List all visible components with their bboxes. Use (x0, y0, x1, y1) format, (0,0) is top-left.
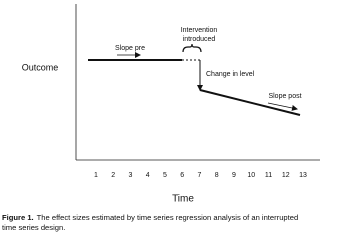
x-axis-label: Time (172, 194, 194, 205)
intervention-label: introduced (183, 36, 216, 43)
caption-text: time series design. (2, 223, 65, 232)
x-tick-label: 5 (163, 172, 167, 179)
x-ticks: 1 2 3 4 5 6 7 8 9 10 11 12 13 (94, 172, 307, 179)
x-tick-label: 7 (198, 172, 202, 179)
x-tick-label: 2 (111, 172, 115, 179)
x-tick-label: 13 (299, 172, 307, 179)
x-tick-label: 3 (129, 172, 133, 179)
x-tick-label: 10 (247, 172, 255, 179)
intervention-brace (182, 43, 202, 53)
x-tick-label: 11 (265, 172, 272, 179)
x-tick-label: 1 (94, 172, 98, 179)
post-trend-line (199, 89, 301, 116)
slope-post-label: Slope post (268, 93, 301, 100)
x-tick-label: 9 (232, 172, 236, 179)
slope-post-arrow (267, 102, 298, 111)
slope-pre-label: Slope pre (115, 45, 145, 52)
x-tick-label: 12 (282, 172, 290, 179)
x-tick-label: 6 (180, 172, 184, 179)
figure: Outcome Time 1 2 3 4 5 6 7 8 9 10 11 12 13 Slope pre… (2, 4, 320, 232)
x-tick-label: 4 (146, 172, 150, 179)
y-axis-label: Outcome (22, 62, 59, 72)
caption-text: The effect sizes estimated by time serie… (37, 213, 299, 222)
x-tick-label: 8 (215, 172, 219, 179)
caption: Figure 1. The effect sizes estimated by t… (2, 213, 298, 222)
intervention-label: Intervention (181, 27, 218, 34)
caption-label: Figure 1. (2, 213, 34, 222)
change-in-level-label: Change in level (206, 71, 255, 78)
